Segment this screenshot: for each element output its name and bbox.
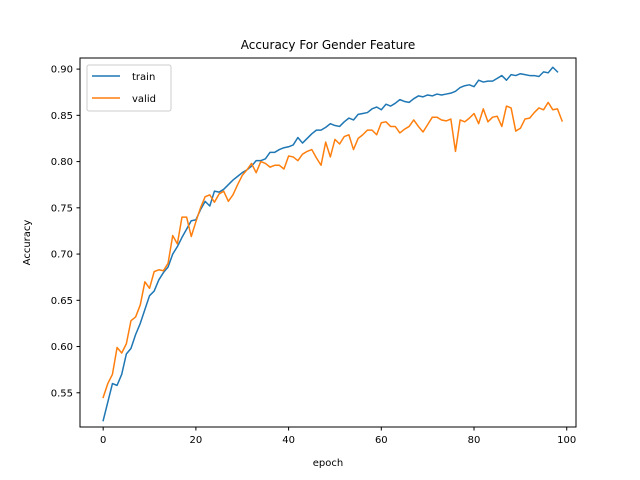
y-tick-label: 0.55 [51,388,73,399]
y-tick-label: 0.75 [51,203,73,214]
y-tick-label: 0.85 [51,111,73,122]
y-axis-label: Accuracy [22,220,33,266]
x-tick-label: 100 [557,435,576,446]
x-tick-label: 60 [375,435,388,446]
legend-label-train: train [132,72,155,83]
chart-title: Accuracy For Gender Feature [241,38,416,52]
x-axis-label: epoch [313,458,343,469]
x-tick-label: 20 [190,435,203,446]
y-tick-label: 0.60 [51,342,73,353]
x-tick-label: 40 [282,435,295,446]
legend-label-valid: valid [132,94,156,105]
legend: train valid [86,64,172,112]
axes-frame [79,57,577,428]
y-tick-label: 0.90 [51,65,73,76]
series-layer [102,66,564,422]
x-tick-label: 0 [100,435,106,446]
y-axis-ticks: 0.55 0.60 0.65 0.70 0.75 0.80 0.85 0.90 [51,65,80,399]
y-tick-label: 0.70 [51,250,73,261]
series-line-train [102,66,559,422]
x-axis-ticks: 0 20 40 60 80 100 [100,427,576,446]
y-tick-label: 0.65 [51,296,73,307]
series-line-valid [102,101,564,399]
legend-box [86,64,172,112]
x-tick-label: 80 [468,435,481,446]
y-tick-label: 0.80 [51,157,73,168]
